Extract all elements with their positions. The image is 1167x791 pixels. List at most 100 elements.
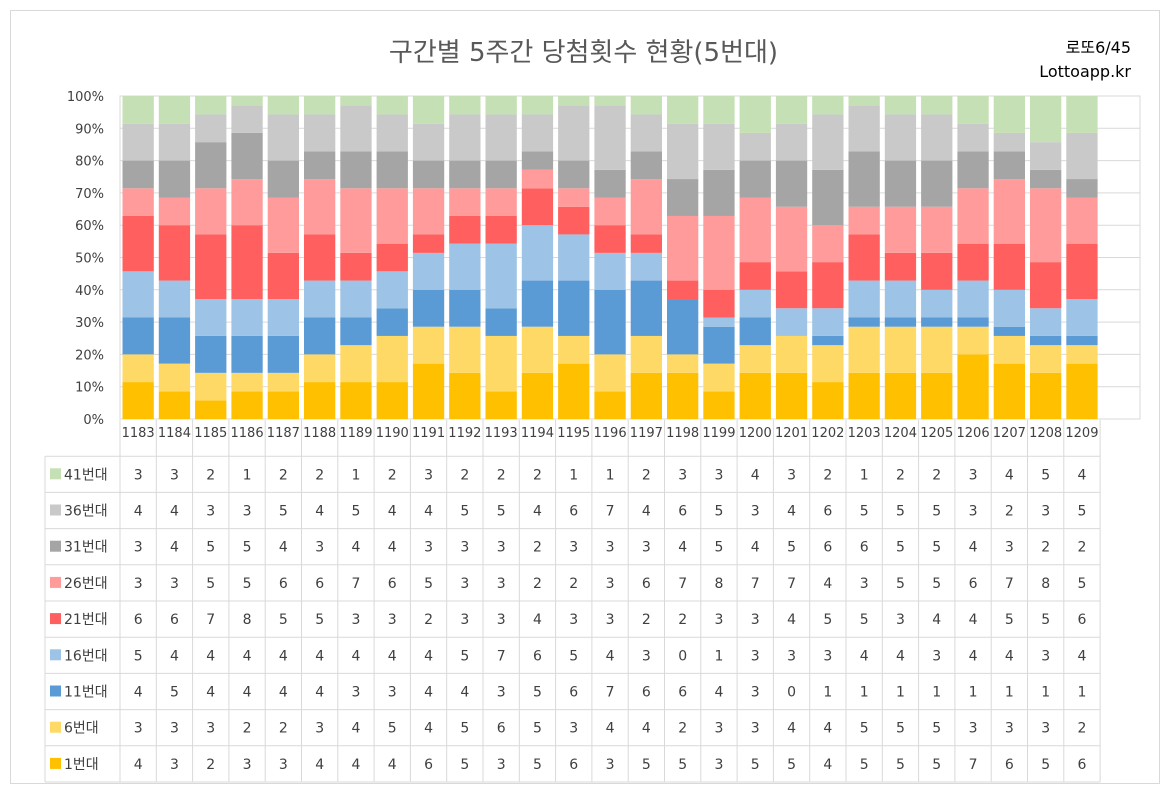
table-cell-value: 4 (823, 757, 832, 773)
legend-label: 31번대 (64, 540, 108, 556)
table-cell-value: 6 (424, 757, 433, 773)
legend-label: 21번대 (64, 612, 108, 628)
bar-segment (703, 96, 735, 124)
bar-segment (122, 96, 154, 124)
bar-segment (449, 326, 481, 373)
table-cell-value: 3 (134, 540, 143, 556)
table-cell-value: 3 (714, 757, 723, 773)
y-tick-label: 20% (75, 348, 104, 363)
bar-segment (195, 142, 227, 189)
legend-swatch (50, 468, 61, 480)
table-cell-value: 4 (460, 685, 469, 701)
bar-segment (485, 308, 517, 336)
bar-segment (521, 280, 554, 327)
table-cell-value: 4 (134, 757, 143, 773)
table-cell-value: 7 (497, 648, 506, 664)
bar-segment (231, 335, 263, 373)
bar-segment (122, 382, 154, 419)
bar-segment (1030, 188, 1062, 263)
bar-segment (340, 280, 372, 318)
table-cell-value: 3 (134, 721, 143, 737)
table-cell-value: 3 (388, 612, 397, 628)
bar-segment (775, 372, 808, 419)
bar-segment (231, 372, 263, 392)
bar-segment (594, 354, 626, 392)
table-cell-value: 4 (315, 504, 324, 520)
bar-segment (521, 114, 554, 152)
table-cell-value: 8 (243, 612, 252, 628)
table-cell-value: 1 (823, 685, 832, 701)
bar-segment (340, 345, 372, 383)
bar-segment (848, 105, 880, 152)
bar-segment (267, 114, 299, 161)
table-cell-value: 2 (1077, 540, 1086, 556)
bar-segment (304, 151, 336, 180)
x-tick-label: 1209 (1065, 426, 1098, 441)
bar-segment (993, 363, 1025, 419)
table-cell-value: 6 (823, 540, 832, 556)
x-tick-label: 1186 (231, 426, 264, 441)
bar-segment (195, 400, 227, 419)
bar-segment (884, 317, 917, 327)
bar-segment (775, 335, 808, 373)
bar-segment (376, 151, 408, 189)
x-tick-label: 1194 (521, 426, 554, 441)
table-cell-value: 5 (170, 685, 179, 701)
bar-segment (812, 345, 844, 383)
bar-segment (449, 96, 481, 115)
table-cell-value: 3 (642, 540, 651, 556)
table-cell-value: 1 (860, 685, 869, 701)
bar-segment (340, 252, 372, 281)
x-tick-label: 1197 (630, 426, 663, 441)
bar-segment (667, 215, 699, 281)
y-tick-label: 60% (75, 219, 104, 234)
bar-segment (630, 179, 662, 235)
bar-segment (812, 96, 844, 115)
bar-segment (993, 326, 1025, 336)
table-cell-value: 2 (424, 612, 433, 628)
table-cell-value: 2 (533, 540, 542, 556)
table-cell-value: 6 (969, 576, 978, 592)
table-cell-value: 5 (896, 504, 905, 520)
table-cell-value: 5 (714, 504, 723, 520)
table-cell-value: 1 (896, 685, 905, 701)
table-cell-value: 4 (206, 648, 215, 664)
table-cell-value: 4 (170, 540, 179, 556)
table-cell-value: 4 (351, 721, 360, 737)
bar-segment (703, 123, 735, 170)
table-cell-value: 5 (460, 504, 469, 520)
bar-segment (630, 252, 662, 281)
table-cell-value: 4 (642, 721, 651, 737)
x-tick-label: 1195 (557, 426, 590, 441)
bar-segment (412, 123, 445, 161)
table-cell-value: 4 (388, 540, 397, 556)
table-cell-value: 3 (823, 648, 832, 664)
legend-label: 16번대 (64, 648, 108, 664)
bar-segment (957, 123, 989, 152)
table-cell-value: 3 (206, 504, 215, 520)
bar-segment (1066, 363, 1098, 419)
table-cell-value: 7 (606, 685, 615, 701)
bar-segment (558, 96, 590, 106)
bar-segment (304, 317, 336, 355)
bar-segment (376, 114, 408, 152)
table-cell-value: 3 (751, 721, 760, 737)
bar-segment (775, 271, 808, 309)
table-cell-value: 1 (1005, 685, 1014, 701)
bar-segment (594, 225, 626, 253)
x-tick-label: 1206 (957, 426, 990, 441)
bar-segment (993, 289, 1025, 327)
bar-segment (558, 160, 590, 189)
bar-segment (267, 391, 299, 419)
bar-segment (558, 363, 590, 419)
table-cell-value: 5 (896, 721, 905, 737)
bar-segment (304, 280, 336, 318)
x-tick-label: 1184 (158, 426, 191, 441)
bar-segment (521, 225, 554, 281)
table-cell-value: 5 (1077, 504, 1086, 520)
bar-segment (812, 335, 844, 346)
table-cell-value: 6 (1005, 757, 1014, 773)
bar-segment (594, 289, 626, 355)
bar-segment (158, 160, 191, 198)
table-cell-value: 3 (497, 612, 506, 628)
